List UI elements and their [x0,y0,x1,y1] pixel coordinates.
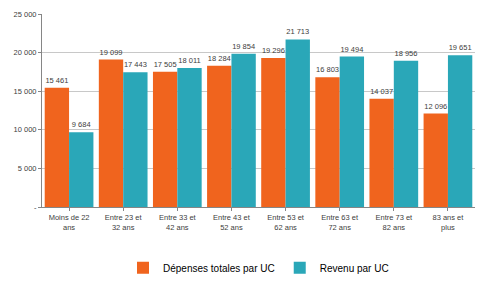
svg-text:Moins de 22ans: Moins de 22ans [49,213,90,232]
svg-text:10 000: 10 000 [14,125,37,134]
svg-text:17 443: 17 443 [124,60,147,69]
svg-text:15 000: 15 000 [14,87,37,96]
svg-text:19 854: 19 854 [232,42,255,51]
svg-text:19 494: 19 494 [340,45,363,54]
svg-text:19 296: 19 296 [262,46,285,55]
svg-text:5 000: 5 000 [18,164,37,173]
svg-text:25 000: 25 000 [14,10,37,19]
svg-text:21 713: 21 713 [286,27,309,36]
svg-text:20 000: 20 000 [14,48,37,57]
svg-text:14 037: 14 037 [370,87,393,96]
svg-text:Entre 63 et72 ans: Entre 63 et72 ans [321,213,359,232]
svg-text:16 803: 16 803 [316,65,339,74]
svg-text:Revenu par UC: Revenu par UC [320,263,389,274]
svg-text:Dépenses totales par UC: Dépenses totales par UC [163,263,275,274]
svg-text:19 099: 19 099 [100,48,123,57]
svg-text:Entre 53 et62 ans: Entre 53 et62 ans [267,213,305,232]
svg-text:Entre 43 et52 ans: Entre 43 et52 ans [213,213,251,232]
svg-text:19 651: 19 651 [449,43,472,52]
svg-text:18 956: 18 956 [395,49,418,58]
svg-text:12 096: 12 096 [424,102,447,111]
svg-text:18 284: 18 284 [208,54,231,63]
svg-text:Entre 73 et82 ans: Entre 73 et82 ans [375,213,413,232]
svg-text:15 461: 15 461 [45,76,68,85]
svg-text:9 684: 9 684 [72,120,91,129]
svg-text:-: - [34,203,37,212]
svg-text:83 ans etplus: 83 ans etplus [433,213,465,232]
svg-text:Entre 33 et42 ans: Entre 33 et42 ans [159,213,197,232]
svg-text:17 505: 17 505 [154,60,177,69]
svg-text:Entre 23 et32 ans: Entre 23 et32 ans [105,213,143,232]
svg-text:18 011: 18 011 [178,56,200,65]
